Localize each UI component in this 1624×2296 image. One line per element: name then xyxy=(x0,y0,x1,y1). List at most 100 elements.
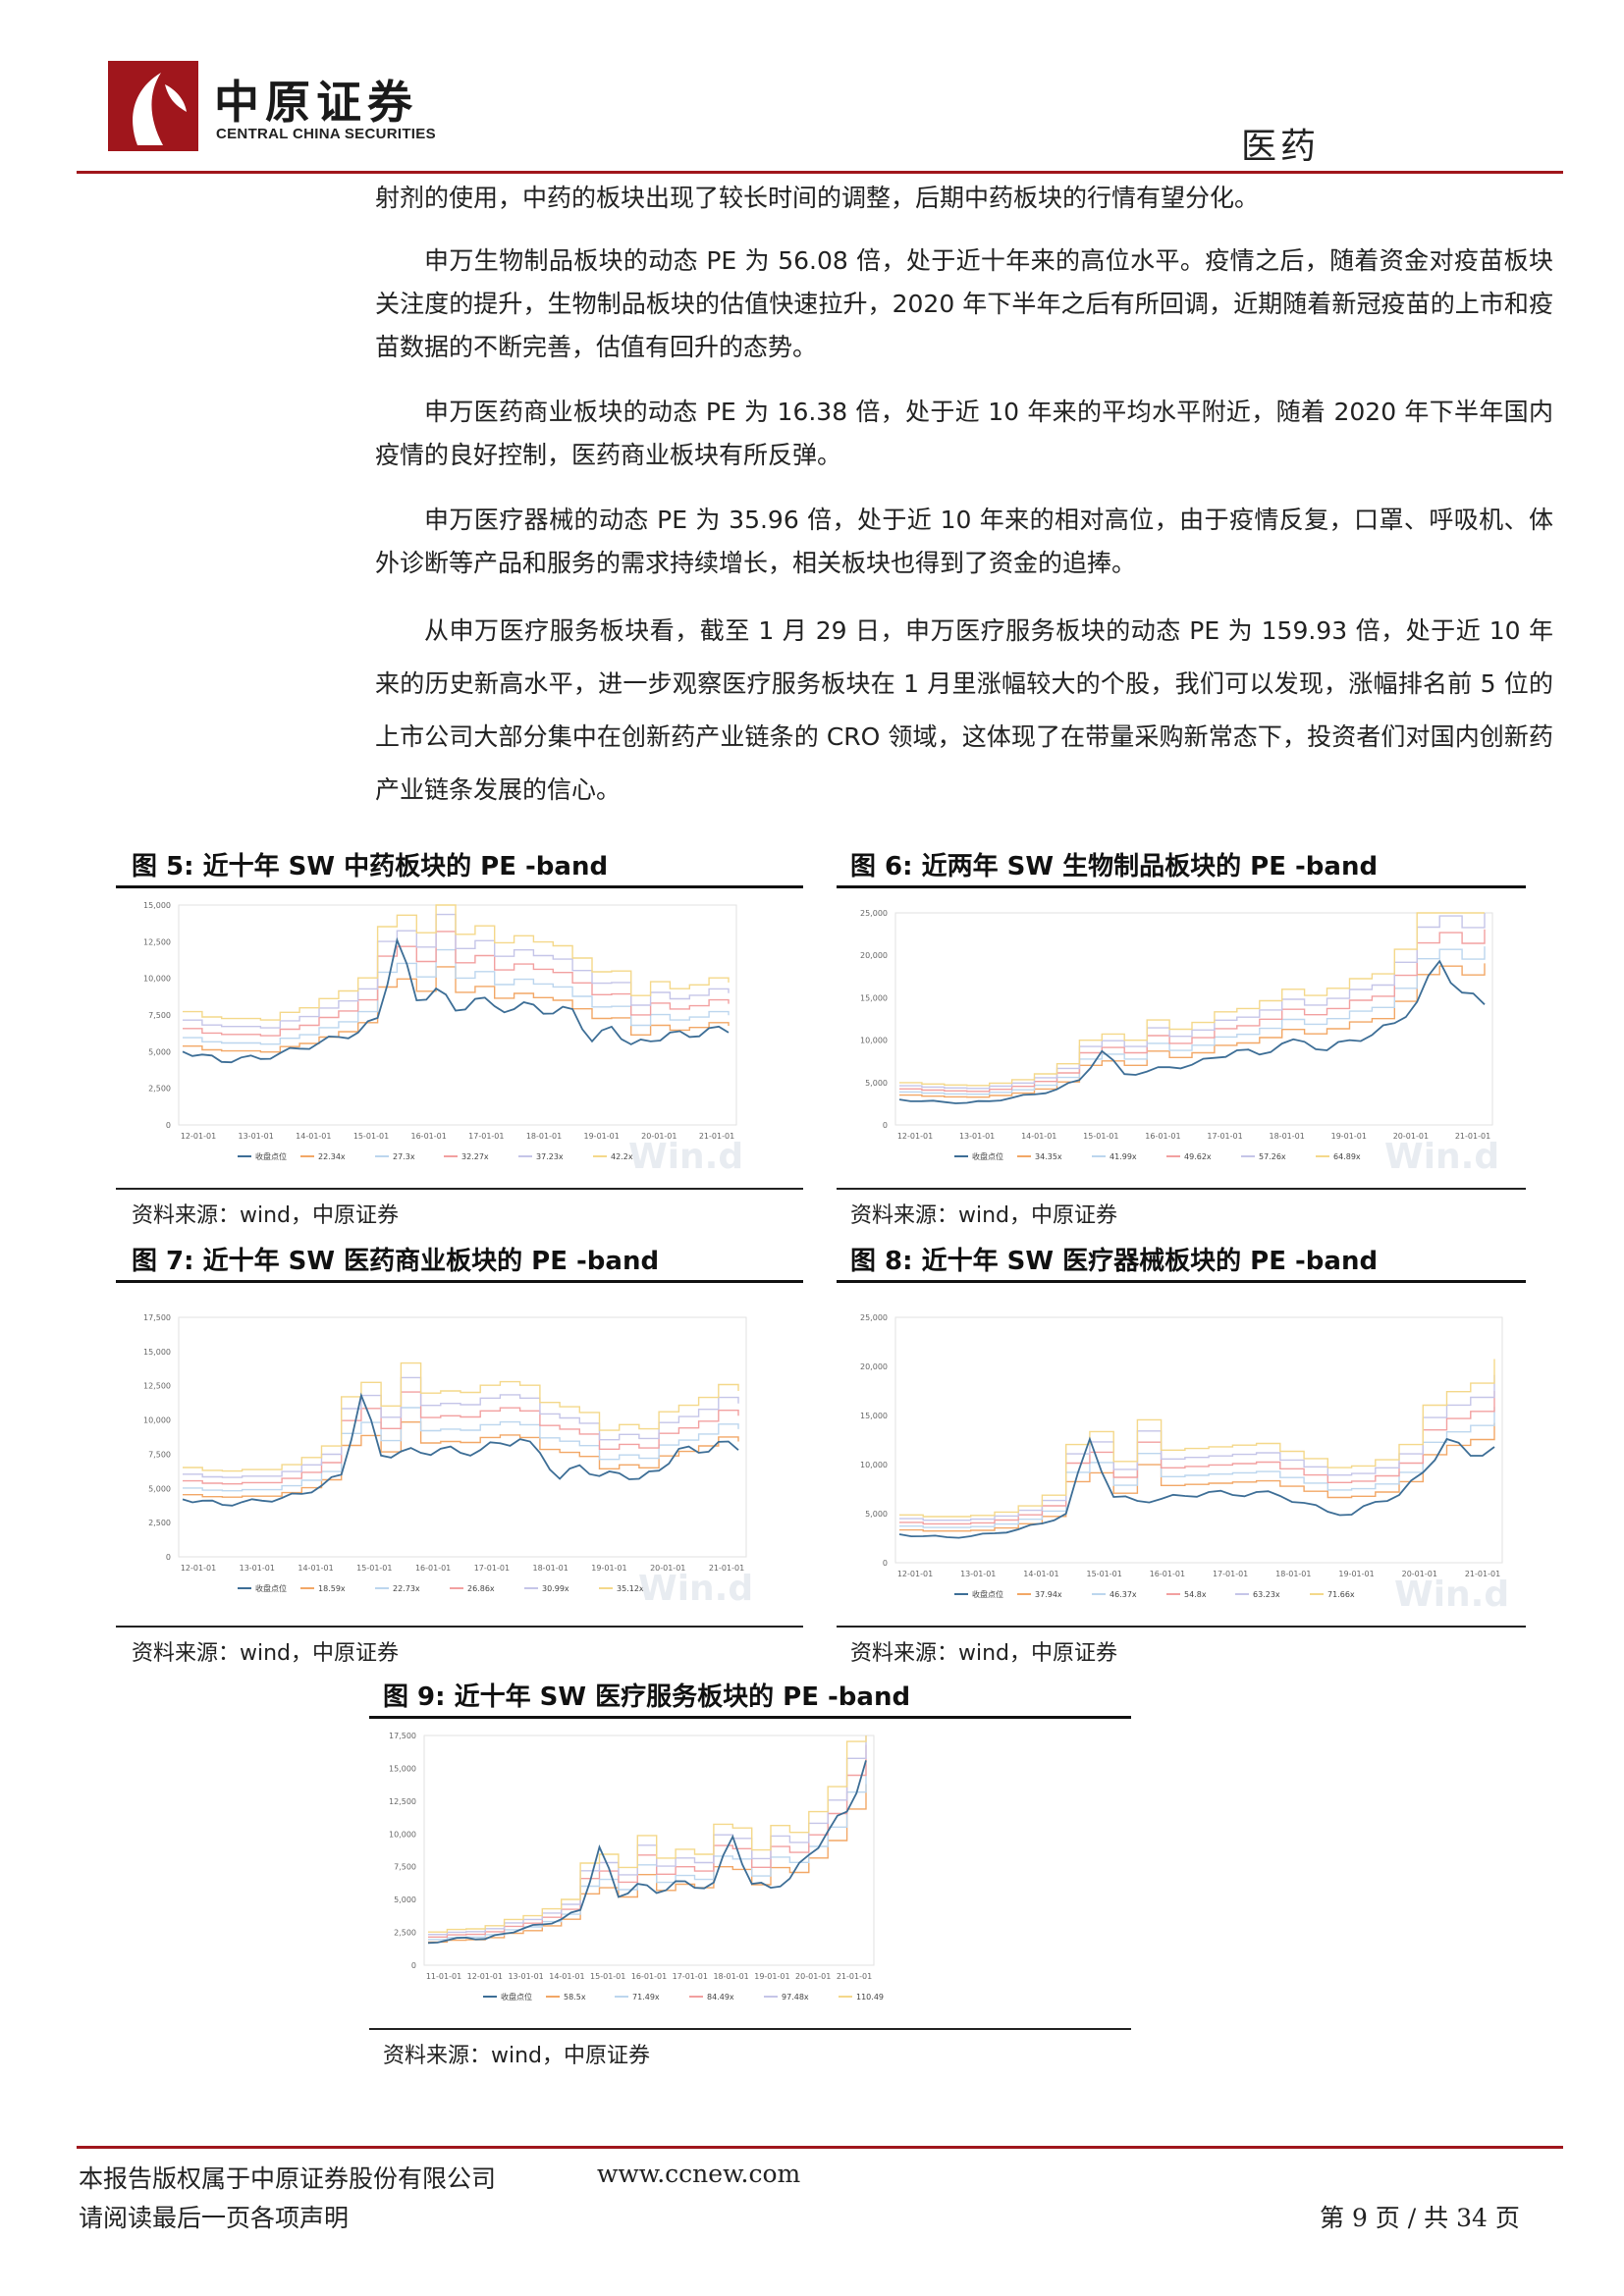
y-tick-label: 2,500 xyxy=(148,1085,171,1094)
legend-label: 71.49x xyxy=(632,1993,660,2002)
legend-label: 54.8x xyxy=(1184,1590,1207,1599)
y-tick-label: 12,500 xyxy=(143,937,171,946)
pe-band-line-5 xyxy=(183,1362,739,1472)
x-tick-label: 17-01-01 xyxy=(673,1972,708,1981)
y-tick-label: 10,000 xyxy=(143,975,171,984)
pe-band-line-1 xyxy=(183,1421,739,1498)
legend-label: 收盘点位 xyxy=(972,1589,1003,1599)
y-tick-label: 5,000 xyxy=(865,1079,888,1088)
legend-label: 收盘点位 xyxy=(501,1992,532,2002)
y-tick-label: 17,500 xyxy=(143,1313,171,1322)
legend-label: 收盘点位 xyxy=(972,1151,1003,1161)
y-tick-label: 15,000 xyxy=(860,1412,888,1420)
pe-band-chart-medical-devices: 25,000 20,000 15,000 10,000 5,000 0 12-01-01 13… xyxy=(844,1306,1512,1616)
figure-source: 资料来源：wind，中原证券 xyxy=(132,1641,400,1666)
figure-source: 资料来源：wind，中原证券 xyxy=(132,1203,400,1228)
paragraph-text: 从申万医疗服务板块看，截至 1 月 29 日，申万医疗服务板块的动态 PE 为 … xyxy=(375,616,1553,804)
figure-title: 图 8: 近十年 SW 医疗器械板块的 PE -band xyxy=(850,1247,1379,1276)
y-tick-label: 7,500 xyxy=(394,1863,416,1872)
pe-band-chart-tcm: 15,000 12,500 10,000 7,500 5,000 2,500 0 12-01-… xyxy=(128,893,746,1178)
x-tick-label: 15-01-01 xyxy=(356,1564,392,1573)
y-tick-label: 25,000 xyxy=(860,909,888,918)
y-tick-label: 2,500 xyxy=(394,1929,416,1938)
paragraph-text: 射剂的使用，中药的板块出现了较长时间的调整，后期中药板块的行情有望分化。 xyxy=(375,184,1260,212)
x-tick-label: 12-01-01 xyxy=(181,1564,216,1573)
close-price-line xyxy=(898,959,1486,1104)
paragraph-text: 申万生物制品板块的动态 PE 为 56.08 倍，处于近十年来的高位水平。疫情之… xyxy=(375,246,1553,361)
plot-frame xyxy=(178,904,737,1126)
x-tick-label: 13-01-01 xyxy=(239,1132,274,1141)
y-tick-label: 12,500 xyxy=(389,1797,416,1806)
x-tick-label: 12-01-01 xyxy=(897,1132,933,1141)
figure-top-rule xyxy=(116,1280,803,1283)
figure-title: 图 7: 近十年 SW 医药商业板块的 PE -band xyxy=(132,1247,660,1276)
x-tick-label: 16-01-01 xyxy=(1150,1570,1185,1578)
x-tick-label: 14-01-01 xyxy=(549,1972,584,1981)
x-tick-label: 21-01-01 xyxy=(709,1564,744,1573)
y-tick-label: 10,000 xyxy=(389,1830,416,1839)
x-tick-label: 16-01-01 xyxy=(411,1132,447,1141)
pe-band-line-1 xyxy=(899,963,1486,1098)
company-name-cn: 中原证券 xyxy=(214,76,418,129)
footer-website[interactable]: www.ccnew.com xyxy=(597,2160,801,2188)
x-tick-label: 15-01-01 xyxy=(1083,1132,1118,1141)
figure-bottom-rule xyxy=(837,1626,1526,1628)
x-tick-label: 20-01-01 xyxy=(1393,1132,1429,1141)
figure-bottom-rule xyxy=(369,2028,1131,2030)
x-tick-label: 20-01-01 xyxy=(1402,1570,1437,1578)
x-tick-label: 13-01-01 xyxy=(508,1972,543,1981)
x-tick-label: 11-01-01 xyxy=(426,1972,461,1981)
x-tick-label: 17-01-01 xyxy=(1207,1132,1242,1141)
plot-frame xyxy=(178,1316,747,1558)
pe-band-line-3 xyxy=(183,931,730,1037)
legend-label: 41.99x xyxy=(1110,1152,1137,1161)
figure-source: 资料来源：wind，中原证券 xyxy=(850,1641,1118,1666)
y-tick-label: 15,000 xyxy=(860,993,888,1002)
legend-label: 46.37x xyxy=(1110,1590,1137,1599)
figure-title: 图 5: 近十年 SW 中药板块的 PE -band xyxy=(132,852,609,881)
legend-label: 27.3x xyxy=(393,1152,415,1161)
pe-band-line-4 xyxy=(183,1376,739,1478)
x-tick-label: 17-01-01 xyxy=(474,1564,510,1573)
legend-label: 64.89x xyxy=(1333,1152,1361,1161)
x-tick-label: 20-01-01 xyxy=(795,1972,831,1981)
legend-label: 49.62x xyxy=(1184,1152,1212,1161)
y-tick-label: 10,000 xyxy=(860,1461,888,1469)
x-tick-label: 18-01-01 xyxy=(533,1564,568,1573)
legend-label: 26.86x xyxy=(467,1584,495,1593)
legend-label: 22.73x xyxy=(393,1584,420,1593)
legend-label: 63.23x xyxy=(1253,1590,1280,1599)
y-tick-label: 5,000 xyxy=(865,1510,888,1519)
x-tick-label: 12-01-01 xyxy=(181,1132,216,1141)
x-tick-label: 21-01-01 xyxy=(1465,1570,1500,1578)
y-tick-label: 2,500 xyxy=(148,1519,171,1527)
x-tick-label: 14-01-01 xyxy=(296,1132,331,1141)
legend-label: 22.34x xyxy=(318,1152,346,1161)
y-tick-label: 0 xyxy=(883,1121,888,1130)
close-price-line xyxy=(182,1392,739,1507)
y-tick-label: 0 xyxy=(411,1961,416,1970)
figure-bottom-rule xyxy=(837,1188,1526,1190)
chart-background xyxy=(373,1724,884,2018)
header-divider xyxy=(77,171,1563,174)
y-tick-label: 5,000 xyxy=(148,1484,171,1493)
x-tick-label: 16-01-01 xyxy=(1145,1132,1180,1141)
pe-band-line-3 xyxy=(899,929,1486,1093)
x-tick-label: 14-01-01 xyxy=(1023,1570,1058,1578)
x-tick-label: 13-01-01 xyxy=(240,1564,275,1573)
x-tick-label: 14-01-01 xyxy=(298,1564,333,1573)
footer-divider xyxy=(77,2146,1563,2149)
chart-background xyxy=(844,1306,1512,1616)
x-tick-label: 18-01-01 xyxy=(713,1972,748,1981)
pe-band-chart-biologics: 25,000 20,000 15,000 10,000 5,000 0 12-01-01 13… xyxy=(844,901,1502,1178)
x-tick-label: 16-01-01 xyxy=(631,1972,667,1981)
x-tick-label: 12-01-01 xyxy=(897,1570,933,1578)
footer-copyright: 本报告版权属于中原证券股份有限公司 xyxy=(79,2164,497,2193)
pe-band-line-2 xyxy=(183,1407,739,1492)
paragraph-4: 从申万医疗服务板块看，截至 1 月 29 日，申万医疗服务板块的动态 PE 为 … xyxy=(375,605,1553,817)
pe-band-line-5 xyxy=(428,1735,867,1933)
wind-watermark: Win.d xyxy=(628,1137,743,1177)
footer-disclaimer: 请阅读最后一页各项声明 xyxy=(79,2204,350,2232)
y-tick-label: 25,000 xyxy=(860,1313,888,1322)
legend-label: 58.5x xyxy=(564,1993,586,2002)
